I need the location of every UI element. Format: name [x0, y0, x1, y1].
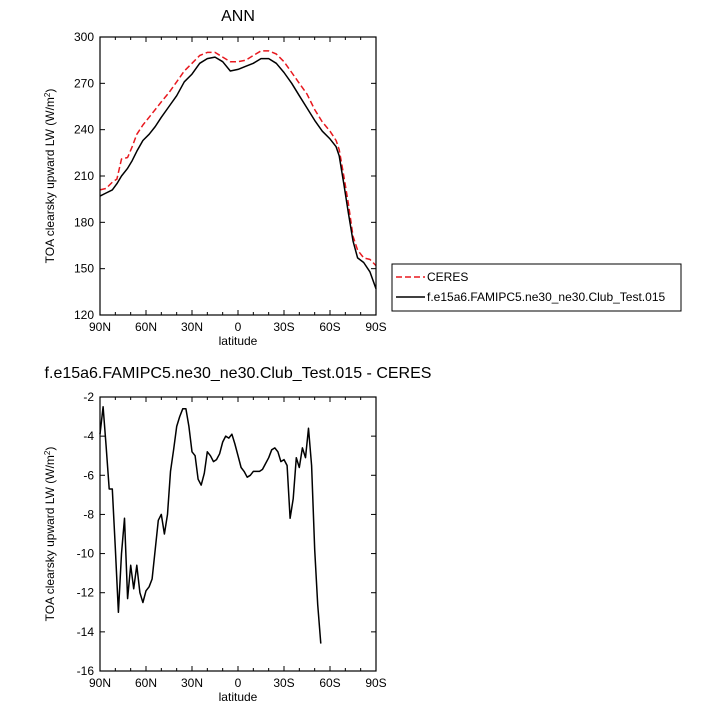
x-tick-label: 30S — [273, 320, 294, 334]
series-line-ceres — [99, 50, 377, 267]
y-axis-label-main: TOA clearsky upward LW (W/m — [43, 455, 57, 621]
x-axis-label: latitude — [219, 690, 258, 704]
y-tick-label: -12 — [77, 586, 95, 600]
x-tick-label: 90S — [365, 320, 386, 334]
x-tick-label: 30N — [181, 676, 203, 690]
y-tick-label: -14 — [77, 625, 95, 639]
y-tick-label: -16 — [77, 664, 95, 678]
top-panel-ann: ANN 90N 60N 30N 0 30S 60S 90S 300 270 240 210 180 150… — [43, 8, 387, 348]
x-tick-label: 90N — [89, 320, 111, 334]
x-tick-label: 60N — [135, 676, 157, 690]
x-tick-label: 90N — [89, 676, 111, 690]
y-tick-label: 120 — [74, 308, 94, 322]
y-tick-label: -10 — [77, 547, 95, 561]
x-tick-label: 60N — [135, 320, 157, 334]
series-line-difference — [99, 406, 322, 644]
x-tick-label: 90S — [365, 676, 386, 690]
legend-label-model: f.e15a6.FAMIPC5.ne30_ne30.Club_Test.015 — [427, 290, 665, 304]
y-tick-label: 240 — [74, 123, 94, 137]
y-tick-label: -6 — [83, 468, 94, 482]
bottom-panel-difference: f.e15a6.FAMIPC5.ne30_ne30.Club_Test.015 … — [43, 365, 432, 704]
y-tick-label: 300 — [74, 30, 94, 44]
chart-title: f.e15a6.FAMIPC5.ne30_ne30.Club_Test.015 … — [45, 365, 432, 382]
legend-label-ceres: CERES — [427, 270, 468, 284]
y-axis-label-tail: ) — [43, 89, 57, 93]
x-axis-label: latitude — [219, 334, 258, 348]
plot-frame — [99, 396, 377, 672]
series-line-model — [99, 56, 377, 289]
x-tick-label: 30S — [273, 676, 294, 690]
legend-frame — [391, 263, 682, 312]
y-tick-label: 210 — [74, 169, 94, 183]
y-axis-label-superscript: 2 — [43, 92, 52, 97]
x-tick-label: 60S — [319, 676, 340, 690]
y-tick-label: 270 — [74, 76, 94, 90]
y-axis-label: TOA clearsky upward LW (W/m2) — [43, 447, 58, 622]
y-tick-label: -4 — [83, 429, 94, 443]
y-tick-label: -2 — [83, 390, 94, 404]
x-tick-label: 60S — [319, 320, 340, 334]
x-tick-label: 0 — [235, 676, 242, 690]
chart-title: ANN — [221, 8, 255, 25]
y-axis-label-tail: ) — [43, 447, 57, 451]
y-tick-label: 150 — [74, 262, 94, 276]
legend: CERES f.e15a6.FAMIPC5.ne30_ne30.Club_Test… — [391, 263, 682, 312]
y-axis-label-main: TOA clearsky upward LW (W/m — [43, 97, 57, 263]
x-tick-label: 0 — [235, 320, 242, 334]
y-tick-label: 180 — [74, 215, 94, 229]
y-axis-label-superscript: 2 — [43, 450, 52, 455]
plot-frame — [99, 36, 377, 316]
x-tick-label: 30N — [181, 320, 203, 334]
y-axis-label: TOA clearsky upward LW (W/m2) — [43, 89, 58, 264]
y-tick-label: -8 — [83, 507, 94, 521]
